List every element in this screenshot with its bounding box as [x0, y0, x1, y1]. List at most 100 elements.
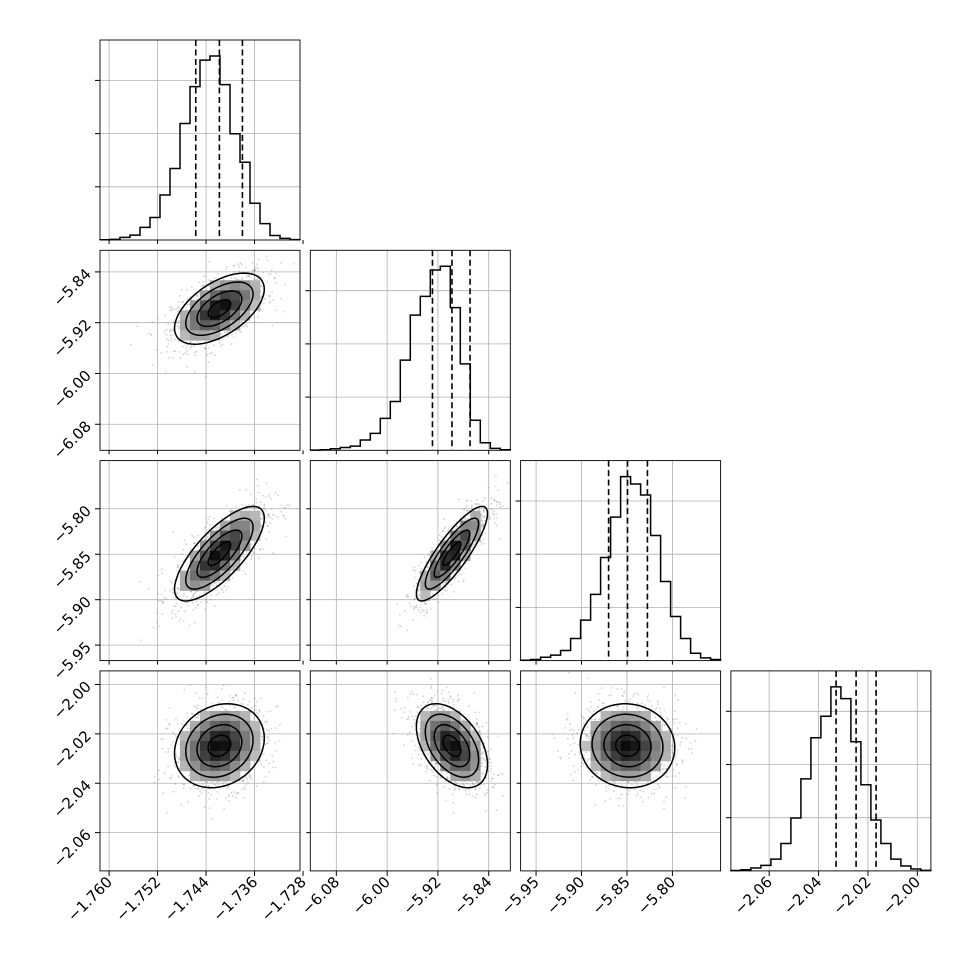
scatter-point	[436, 594, 439, 597]
scatter-point	[474, 788, 477, 791]
scatter-point	[259, 501, 262, 504]
scatter-point	[160, 593, 163, 596]
scatter-point	[454, 576, 457, 578]
scatter-point	[426, 566, 429, 569]
scatter-point	[216, 529, 218, 531]
scatter-point	[162, 792, 165, 795]
scatter-point	[171, 308, 173, 311]
scatter-point	[253, 270, 256, 273]
scatter-point	[177, 321, 180, 324]
scatter-point	[197, 604, 200, 607]
scatter-point	[260, 518, 262, 521]
scatter-point	[176, 325, 179, 327]
scatter-point	[171, 357, 174, 359]
scatter-point	[476, 499, 478, 501]
scatter-point	[174, 596, 177, 599]
scatter-point	[413, 606, 416, 609]
scatter-point	[177, 610, 180, 613]
scatter-point	[197, 714, 200, 717]
scatter-point	[263, 507, 265, 510]
scatter-point	[245, 488, 248, 491]
scatter-point	[260, 285, 263, 288]
scatter-point	[493, 510, 496, 513]
scatter-point	[264, 776, 267, 778]
scatter-point	[165, 597, 168, 600]
scatter-point	[461, 718, 463, 721]
scatter-point	[196, 340, 199, 343]
scatter-point	[269, 522, 272, 524]
scatter-point	[262, 766, 265, 768]
scatter-point	[237, 792, 239, 795]
scatter-point	[207, 518, 210, 521]
scatter-point	[275, 750, 278, 752]
scatter-point	[481, 521, 484, 524]
scatter-point	[265, 516, 268, 519]
scatter-point	[253, 507, 256, 509]
scatter-point	[182, 783, 185, 785]
scatter-point	[407, 595, 410, 598]
scatter-point	[274, 491, 277, 494]
scatter-point	[426, 707, 429, 710]
scatter-point	[177, 566, 180, 569]
scatter-point	[232, 696, 235, 699]
scatter-point	[193, 621, 196, 624]
scatter-point	[461, 782, 464, 785]
scatter-point	[245, 783, 247, 786]
scatter-point	[236, 278, 239, 281]
scatter-point	[170, 337, 172, 339]
scatter-point	[171, 588, 174, 590]
scatter-point	[262, 715, 265, 717]
scatter-point	[227, 785, 229, 788]
scatter-point	[207, 361, 210, 364]
scatter-point	[473, 543, 475, 545]
scatter-point	[254, 266, 257, 269]
scatter-point	[245, 323, 248, 326]
scatter-point	[398, 613, 401, 616]
scatter-point	[191, 534, 193, 537]
scatter-point	[158, 625, 161, 628]
scatter-point	[205, 686, 208, 689]
scatter-point	[271, 518, 274, 520]
scatter-point	[162, 601, 165, 604]
scatter-point	[166, 345, 169, 348]
scatter-point	[441, 535, 443, 538]
scatter-point	[261, 738, 264, 741]
scatter-point	[222, 781, 225, 784]
scatter-point	[270, 269, 273, 272]
scatter-point	[243, 786, 246, 788]
scatter-point	[419, 611, 422, 614]
scatter-point	[464, 789, 467, 791]
scatter-point	[178, 588, 180, 591]
scatter-point	[418, 564, 421, 567]
scatter-point	[167, 323, 170, 326]
scatter-point	[257, 556, 260, 559]
scatter-point	[150, 333, 153, 336]
scatter-point	[491, 786, 494, 788]
scatter-point	[225, 796, 228, 799]
scatter-point	[433, 774, 435, 776]
scatter-point	[186, 727, 189, 730]
scatter-point	[209, 524, 211, 526]
scatter-point	[249, 493, 252, 496]
scatter-point	[480, 523, 483, 526]
scatter-point	[195, 706, 198, 708]
scatter-point	[207, 791, 210, 794]
scatter-point	[166, 338, 168, 341]
scatter-point	[245, 551, 248, 553]
scatter-point	[156, 317, 159, 320]
scatter-point	[240, 263, 243, 266]
scatter-point	[441, 692, 443, 695]
scatter-point	[452, 700, 455, 703]
scatter-point	[241, 555, 244, 557]
scatter-point	[425, 609, 428, 612]
scatter-point	[247, 275, 250, 277]
scatter-point	[165, 719, 168, 721]
scatter-point	[208, 261, 211, 263]
scatter-point	[253, 269, 255, 272]
scatter-point	[482, 523, 484, 526]
scatter-point	[178, 300, 180, 303]
scatter-point	[207, 785, 210, 787]
scatter-point	[481, 762, 483, 764]
scatter-point	[195, 294, 198, 297]
scatter-point	[176, 307, 178, 310]
